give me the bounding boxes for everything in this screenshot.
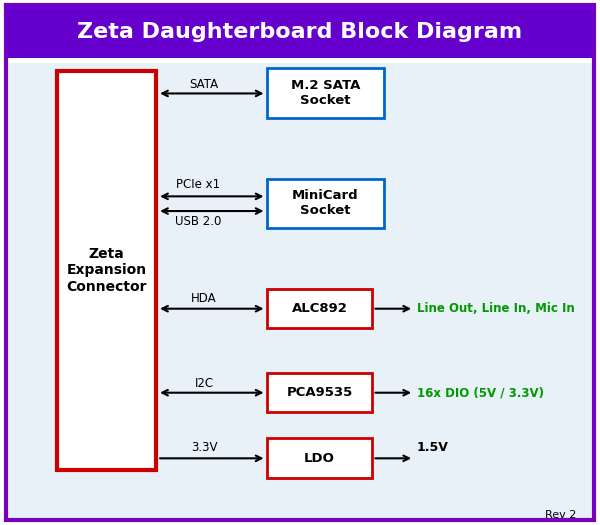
Text: HDA: HDA bbox=[191, 292, 217, 304]
FancyBboxPatch shape bbox=[267, 178, 384, 228]
FancyBboxPatch shape bbox=[267, 68, 384, 118]
Text: LDO: LDO bbox=[304, 452, 335, 465]
FancyBboxPatch shape bbox=[267, 289, 372, 328]
FancyBboxPatch shape bbox=[267, 438, 372, 478]
Text: SATA: SATA bbox=[190, 78, 218, 90]
FancyBboxPatch shape bbox=[267, 373, 372, 412]
Text: Zeta Daughterboard Block Diagram: Zeta Daughterboard Block Diagram bbox=[77, 22, 523, 41]
Text: Line Out, Line In, Mic In: Line Out, Line In, Mic In bbox=[417, 302, 575, 315]
FancyBboxPatch shape bbox=[57, 71, 156, 470]
FancyBboxPatch shape bbox=[6, 5, 594, 58]
Text: 16x DIO (5V / 3.3V): 16x DIO (5V / 3.3V) bbox=[417, 386, 544, 399]
Text: PCA9535: PCA9535 bbox=[286, 386, 353, 399]
Text: I2C: I2C bbox=[194, 377, 214, 390]
Text: USB 2.0: USB 2.0 bbox=[175, 215, 221, 228]
Text: Rev 2: Rev 2 bbox=[545, 510, 576, 520]
Text: 1.5V: 1.5V bbox=[417, 442, 449, 454]
Text: M.2 SATA
Socket: M.2 SATA Socket bbox=[291, 79, 360, 107]
Text: ALC892: ALC892 bbox=[292, 302, 347, 315]
Text: 3.3V: 3.3V bbox=[191, 442, 217, 454]
Text: PCIe x1: PCIe x1 bbox=[176, 178, 220, 191]
FancyBboxPatch shape bbox=[6, 63, 594, 520]
Text: MiniCard
Socket: MiniCard Socket bbox=[292, 190, 359, 217]
Text: Zeta
Expansion
Connector: Zeta Expansion Connector bbox=[66, 247, 147, 293]
